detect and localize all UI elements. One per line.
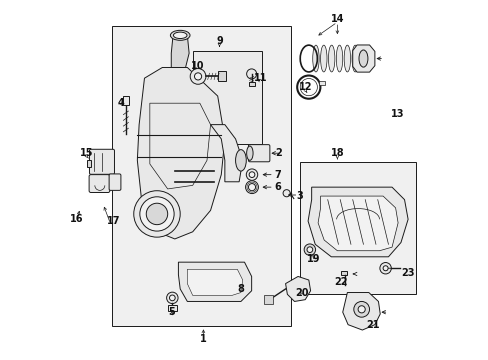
- Circle shape: [379, 262, 390, 274]
- Polygon shape: [352, 45, 374, 72]
- Circle shape: [169, 295, 175, 301]
- Text: 18: 18: [330, 148, 344, 158]
- Text: 10: 10: [191, 61, 204, 71]
- Ellipse shape: [320, 45, 326, 72]
- Text: 3: 3: [296, 191, 303, 201]
- Circle shape: [134, 191, 180, 237]
- Text: 17: 17: [107, 216, 120, 226]
- Bar: [318, 81, 325, 85]
- Text: 14: 14: [330, 14, 344, 24]
- Circle shape: [194, 73, 201, 80]
- Polygon shape: [171, 35, 189, 67]
- Ellipse shape: [173, 32, 186, 39]
- Text: 7: 7: [274, 170, 281, 180]
- Bar: [87, 160, 91, 167]
- Circle shape: [248, 172, 254, 177]
- Polygon shape: [307, 187, 407, 257]
- Circle shape: [245, 181, 258, 194]
- Text: 4: 4: [118, 98, 124, 108]
- Bar: [168, 305, 176, 311]
- Text: 1: 1: [200, 334, 206, 344]
- FancyBboxPatch shape: [109, 174, 121, 190]
- Circle shape: [306, 247, 312, 252]
- Polygon shape: [137, 67, 224, 239]
- Text: 12: 12: [298, 82, 311, 92]
- Ellipse shape: [336, 45, 342, 72]
- Text: 13: 13: [390, 109, 404, 119]
- Circle shape: [353, 301, 369, 317]
- Bar: [192, 51, 262, 144]
- Text: 8: 8: [237, 284, 244, 294]
- FancyBboxPatch shape: [89, 149, 114, 174]
- Text: 5: 5: [167, 307, 174, 317]
- Circle shape: [246, 169, 257, 180]
- Ellipse shape: [235, 150, 246, 171]
- Ellipse shape: [351, 45, 358, 72]
- Text: 2: 2: [274, 148, 281, 158]
- Polygon shape: [342, 293, 380, 330]
- Polygon shape: [187, 269, 242, 296]
- Polygon shape: [317, 196, 397, 251]
- Text: 9: 9: [216, 36, 223, 46]
- Ellipse shape: [246, 146, 253, 160]
- Ellipse shape: [328, 45, 334, 72]
- Circle shape: [246, 69, 256, 79]
- Circle shape: [146, 203, 167, 225]
- Circle shape: [283, 190, 290, 197]
- Bar: [112, 26, 290, 327]
- Circle shape: [248, 184, 255, 191]
- Circle shape: [382, 266, 387, 271]
- Circle shape: [357, 306, 365, 313]
- Text: 16: 16: [70, 214, 83, 224]
- Circle shape: [190, 68, 205, 84]
- Bar: [217, 71, 225, 81]
- Circle shape: [166, 292, 178, 303]
- Circle shape: [140, 197, 174, 231]
- Text: 21: 21: [365, 320, 379, 330]
- Ellipse shape: [170, 30, 190, 40]
- Ellipse shape: [344, 45, 350, 72]
- Bar: [340, 271, 346, 275]
- FancyBboxPatch shape: [248, 145, 269, 162]
- Bar: [299, 162, 415, 294]
- Text: 22: 22: [333, 277, 347, 287]
- Polygon shape: [210, 125, 242, 182]
- Bar: [248, 82, 254, 86]
- Text: 23: 23: [401, 268, 414, 278]
- Polygon shape: [285, 276, 310, 301]
- Bar: [264, 296, 272, 304]
- Bar: [123, 96, 128, 105]
- Polygon shape: [178, 262, 251, 301]
- Text: 20: 20: [294, 288, 308, 297]
- FancyBboxPatch shape: [89, 175, 110, 193]
- Ellipse shape: [358, 50, 367, 67]
- Text: 15: 15: [80, 148, 93, 158]
- Text: 6: 6: [274, 182, 281, 192]
- Ellipse shape: [312, 45, 319, 72]
- Text: 19: 19: [307, 253, 320, 264]
- Circle shape: [304, 244, 315, 255]
- Text: 11: 11: [253, 73, 267, 83]
